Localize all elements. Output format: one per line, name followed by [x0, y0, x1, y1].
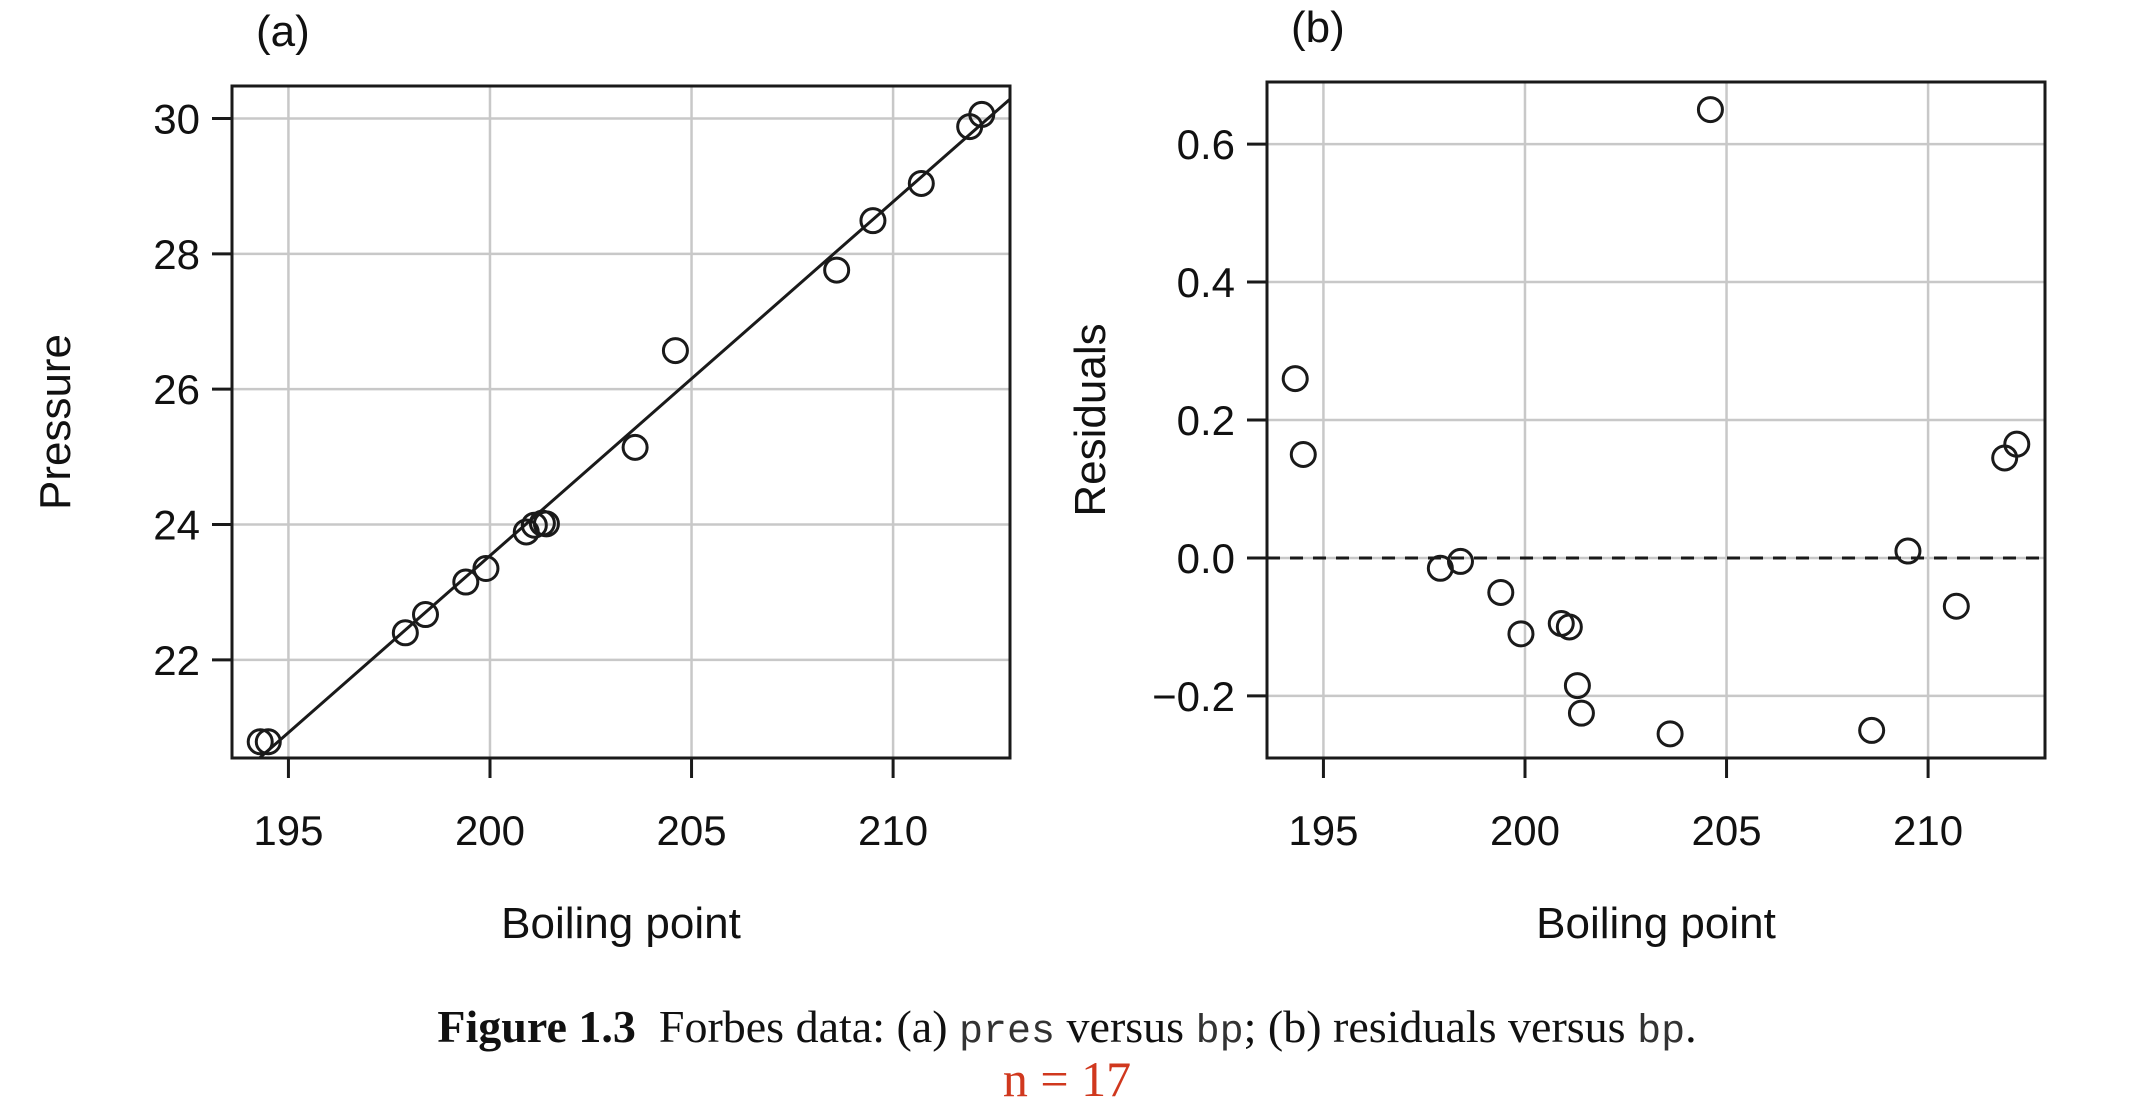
caption-figure-label: Figure 1.3	[437, 1001, 636, 1052]
data-point-3	[1446, 547, 1474, 575]
y-tick-label-2: 26	[153, 366, 200, 413]
caption-text-2: versus	[1066, 1001, 1185, 1052]
data-point-7	[1555, 613, 1583, 641]
data-point-10	[621, 433, 649, 461]
panel-label: (a)	[256, 7, 310, 56]
figure-caption: Figure 1.3 Forbes data: (a) pres versus …	[0, 1000, 2134, 1055]
y-tick-label-1: 24	[153, 502, 200, 549]
data-point-11	[661, 337, 689, 365]
y-tick-label-4: 30	[153, 95, 200, 142]
caption-text-1: Forbes data: (a)	[658, 1001, 948, 1052]
y-tick-label-0: −0.2	[1152, 673, 1235, 720]
panel-b-residual-plot: 195 200 205 210 −0.2 0.0 0.2 0.4 0.6 Boiling poin…	[1066, 3, 2047, 948]
data-point-13	[859, 207, 887, 235]
caption-text-3: ; (b) residuals versus	[1243, 1001, 1626, 1052]
data-point-14	[1942, 592, 1970, 620]
data-point-2	[391, 619, 419, 647]
y-axis-title: Pressure	[31, 334, 80, 510]
x-axis-title: Boiling point	[1536, 899, 1776, 948]
plot-frame	[230, 84, 1012, 760]
sample-size-note: n = 17	[1002, 1051, 1132, 1107]
data-point-1	[1289, 440, 1317, 468]
x-tick-label-3: 210	[1893, 807, 1963, 854]
data-point-16	[2003, 430, 2031, 458]
x-tick-label-0: 195	[1288, 807, 1358, 854]
x-tick-label-0: 195	[253, 807, 323, 854]
x-tick-label-3: 210	[858, 807, 928, 854]
y-tick-label-1: 0.0	[1177, 535, 1235, 582]
x-tick-label-2: 205	[657, 807, 727, 854]
data-point-12	[823, 256, 851, 284]
data-point-5	[1507, 620, 1535, 648]
data-point-1	[254, 728, 282, 756]
x-tick-label-1: 200	[1490, 807, 1560, 854]
panel-label: (b)	[1291, 3, 1345, 52]
data-point-14	[907, 169, 935, 197]
y-tick-label-3: 28	[153, 231, 200, 278]
caption-var-bp-2: bp	[1637, 1010, 1686, 1055]
y-tick-label-0: 22	[153, 637, 200, 684]
y-tick-label-2: 0.2	[1177, 397, 1235, 444]
regression-line	[258, 97, 1011, 760]
data-point-0	[1281, 365, 1309, 393]
data-point-13	[1894, 537, 1922, 565]
y-axis-title: Residuals	[1066, 323, 1115, 516]
data-point-8	[1563, 672, 1591, 700]
data-point-4	[1487, 578, 1515, 606]
data-point-0	[246, 728, 274, 756]
data-point-16	[968, 100, 996, 128]
x-tick-label-2: 205	[1692, 807, 1762, 854]
x-axis-title: Boiling point	[501, 899, 741, 948]
data-point-12	[1858, 716, 1886, 744]
caption-var-pres: pres	[959, 1010, 1056, 1055]
y-tick-label-4: 0.6	[1177, 121, 1235, 168]
data-point-11	[1696, 96, 1724, 124]
data-point-5	[472, 555, 500, 583]
figure: 195 200 205 210 22 24 26 28 30 Boiling point Press…	[31, 3, 2047, 948]
data-point-10	[1656, 720, 1684, 748]
caption-var-bp-1: bp	[1195, 1010, 1244, 1055]
data-point-3	[411, 601, 439, 629]
x-tick-label-1: 200	[455, 807, 525, 854]
y-tick-label-3: 0.4	[1177, 259, 1235, 306]
caption-text-4: .	[1685, 1001, 1697, 1052]
data-point-9	[532, 510, 560, 538]
data-point-4	[452, 568, 480, 596]
data-point-9	[1567, 699, 1595, 727]
panel-a-scatter-plot: 195 200 205 210 22 24 26 28 30 Boiling point Press…	[31, 7, 1012, 948]
